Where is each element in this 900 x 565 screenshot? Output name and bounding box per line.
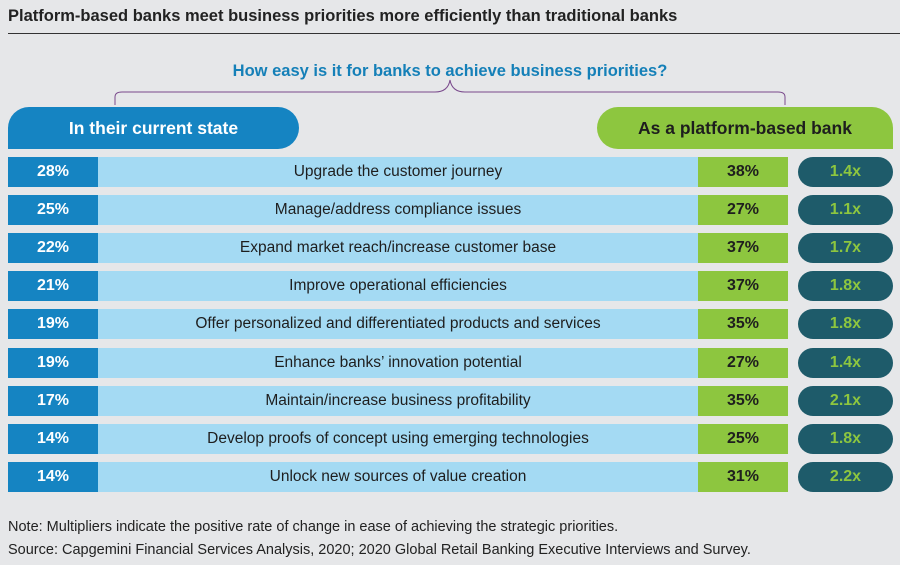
multiplier-badge: 1.4x	[798, 157, 893, 187]
current-value: 19%	[8, 309, 98, 339]
priority-label: Enhance banks’ innovation potential	[98, 348, 698, 378]
multiplier-badge: 1.4x	[798, 348, 893, 378]
table-row: 17% Maintain/increase business profitabil…	[0, 386, 900, 416]
table-row: 14% Develop proofs of concept using emerg…	[0, 424, 900, 454]
table-row: 22% Expand market reach/increase customer…	[0, 233, 900, 263]
header-current-state: In their current state	[8, 107, 299, 149]
brace-connector	[114, 79, 786, 105]
platform-value: 35%	[698, 386, 788, 416]
multiplier-badge: 1.1x	[798, 195, 893, 225]
priority-label: Expand market reach/increase customer ba…	[98, 233, 698, 263]
table-row: 19% Offer personalized and differentiated…	[0, 309, 900, 339]
current-value: 25%	[8, 195, 98, 225]
multiplier-badge: 1.8x	[798, 309, 893, 339]
priority-label: Unlock new sources of value creation	[98, 462, 698, 492]
platform-value: 37%	[698, 271, 788, 301]
table-row: 19% Enhance banks’ innovation potential 27…	[0, 348, 900, 378]
platform-value: 35%	[698, 309, 788, 339]
platform-value: 25%	[698, 424, 788, 454]
header-platform-bank: As a platform-based bank	[597, 107, 893, 149]
platform-value: 38%	[698, 157, 788, 187]
priority-label: Maintain/increase business profitability	[98, 386, 698, 416]
multiplier-badge: 1.8x	[798, 424, 893, 454]
table-row: 25% Manage/address compliance issues 27% 1.…	[0, 195, 900, 225]
platform-value: 27%	[698, 195, 788, 225]
table-row: 21% Improve operational efficiencies 37% 1.…	[0, 271, 900, 301]
chart-subtitle: How easy is it for banks to achieve busi…	[232, 62, 668, 80]
multiplier-badge: 1.8x	[798, 271, 893, 301]
multiplier-badge: 2.1x	[798, 386, 893, 416]
platform-value: 27%	[698, 348, 788, 378]
current-value: 14%	[8, 424, 98, 454]
title-divider	[8, 33, 900, 34]
current-value: 19%	[8, 348, 98, 378]
priority-label: Offer personalized and differentiated pr…	[98, 309, 698, 339]
priority-label: Improve operational efficiencies	[98, 271, 698, 301]
priority-label: Upgrade the customer journey	[98, 157, 698, 187]
current-value: 14%	[8, 462, 98, 492]
footnote: Note: Multipliers indicate the positive …	[8, 519, 619, 535]
current-value: 22%	[8, 233, 98, 263]
priority-label: Manage/address compliance issues	[98, 195, 698, 225]
source-note: Source: Capgemini Financial Services Ana…	[8, 542, 751, 558]
priority-label: Develop proofs of concept using emerging…	[98, 424, 698, 454]
multiplier-badge: 1.7x	[798, 233, 893, 263]
multiplier-badge: 2.2x	[798, 462, 893, 492]
platform-value: 37%	[698, 233, 788, 263]
table-row: 14% Unlock new sources of value creation 3…	[0, 462, 900, 492]
table-row: 28% Upgrade the customer journey 38% 1.4x	[0, 157, 900, 187]
current-value: 17%	[8, 386, 98, 416]
current-value: 28%	[8, 157, 98, 187]
platform-value: 31%	[698, 462, 788, 492]
chart-title: Platform-based banks meet business prior…	[8, 7, 678, 25]
current-value: 21%	[8, 271, 98, 301]
